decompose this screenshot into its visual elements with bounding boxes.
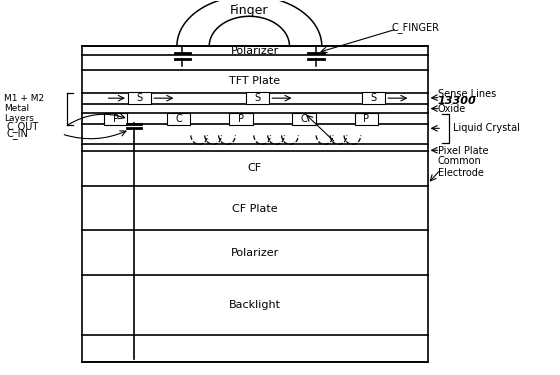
Bar <box>167 112 190 125</box>
Text: M1 + M2
Metal
Layers: M1 + M2 Metal Layers <box>4 94 44 123</box>
Text: Oxide: Oxide <box>438 104 466 114</box>
Text: C_FINGER: C_FINGER <box>391 22 440 33</box>
Text: Polarizer: Polarizer <box>231 248 279 258</box>
Text: S: S <box>137 93 143 103</box>
Text: 13300: 13300 <box>438 96 477 106</box>
Bar <box>292 112 316 125</box>
Bar <box>82 46 428 363</box>
Text: P: P <box>113 114 119 124</box>
Text: P: P <box>238 114 244 124</box>
Bar <box>354 112 378 125</box>
Text: Backlight: Backlight <box>229 300 281 310</box>
Text: S: S <box>371 93 377 103</box>
Text: S: S <box>255 93 261 103</box>
Bar <box>362 92 385 105</box>
Text: C_IN: C_IN <box>7 129 29 140</box>
Bar <box>104 112 127 125</box>
Text: Finger: Finger <box>230 4 269 17</box>
Text: CF Plate: CF Plate <box>232 204 278 214</box>
Bar <box>128 92 151 105</box>
Text: P: P <box>363 114 370 124</box>
Text: Liquid Crystal: Liquid Crystal <box>453 123 520 134</box>
Text: Sense Lines: Sense Lines <box>438 90 496 99</box>
Text: Common
Electrode: Common Electrode <box>438 156 484 178</box>
Text: C: C <box>301 114 307 124</box>
Text: C_OUT: C_OUT <box>7 121 39 132</box>
Text: TFT Plate: TFT Plate <box>230 76 281 86</box>
Text: CF: CF <box>248 163 262 173</box>
Text: C: C <box>175 114 182 124</box>
Bar <box>246 92 269 105</box>
Text: Polarizer: Polarizer <box>231 45 279 56</box>
Bar <box>229 112 253 125</box>
Text: Pixel Plate: Pixel Plate <box>438 146 488 156</box>
